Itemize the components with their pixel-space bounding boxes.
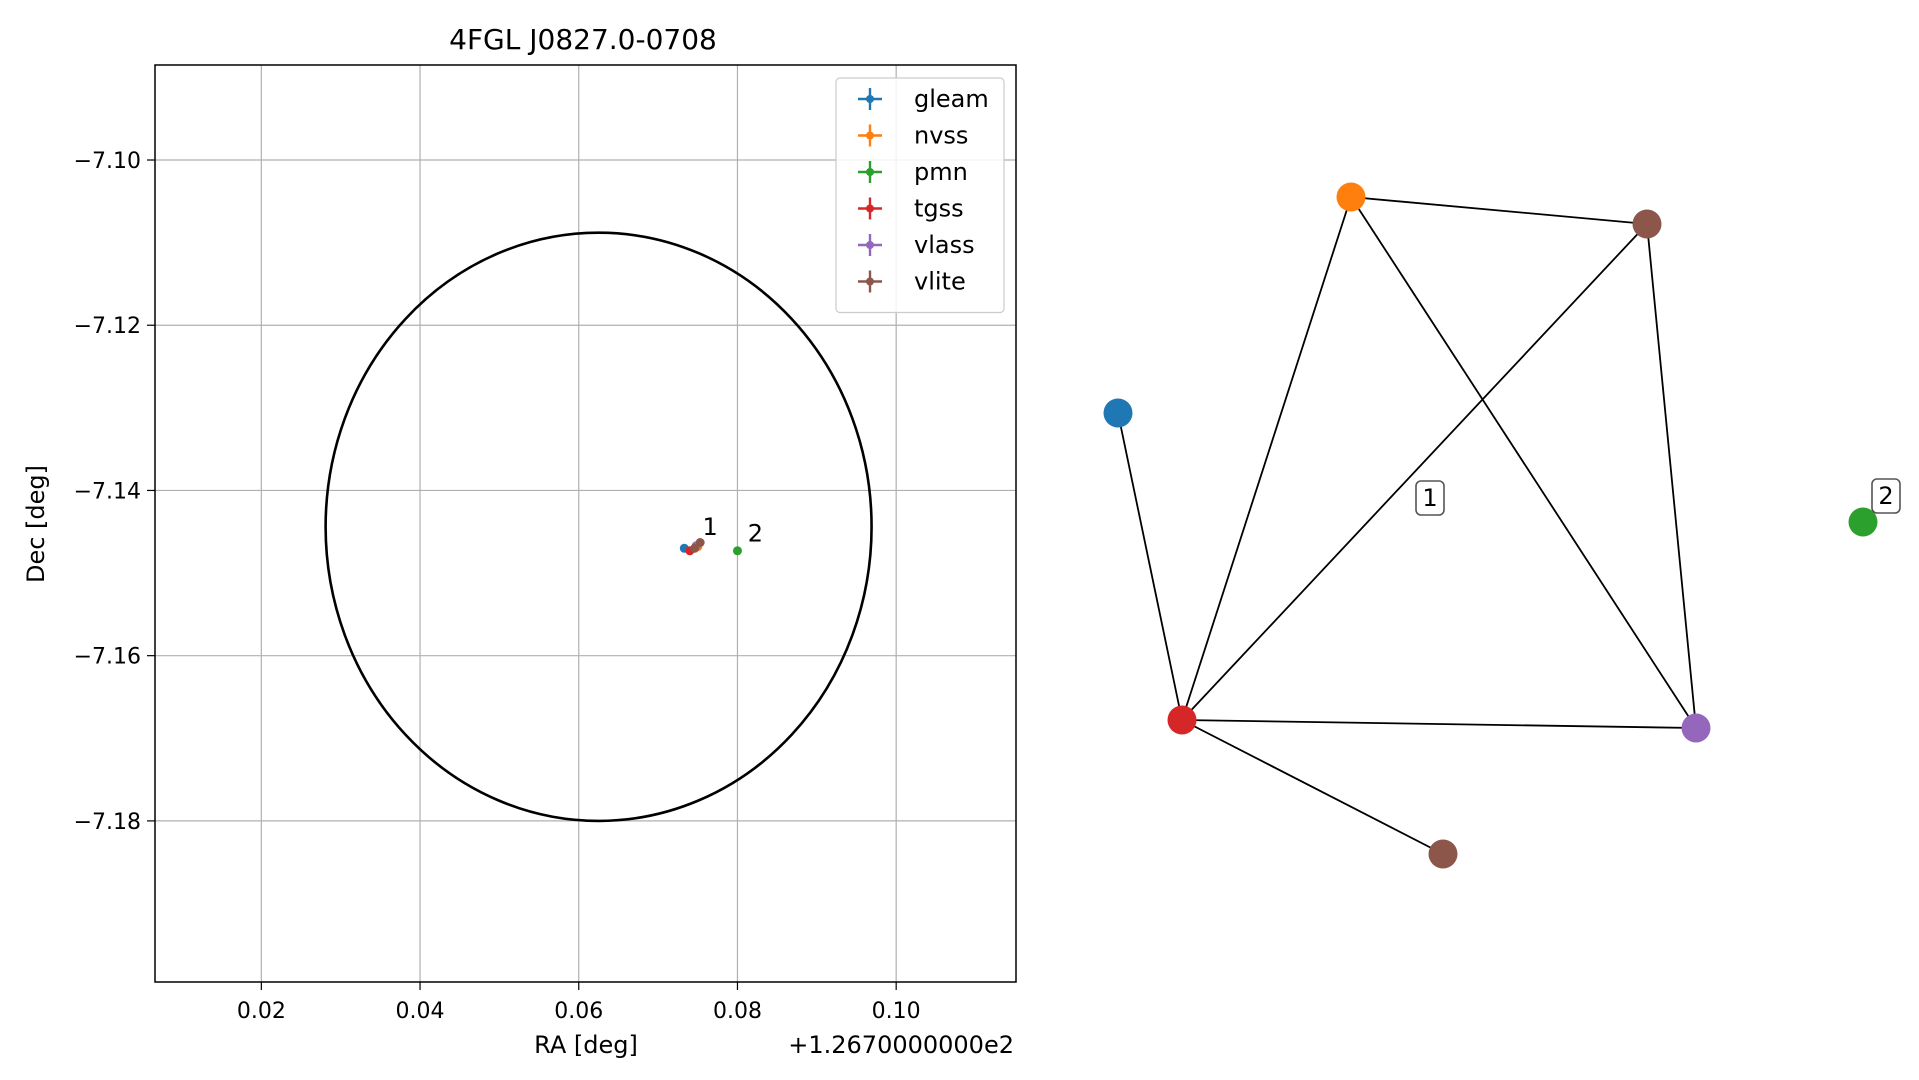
graph-edge [1181, 196, 1352, 721]
source-points [679, 538, 742, 556]
graph-edge [1117, 412, 1183, 721]
graph-nodes [1103, 182, 1878, 869]
x-axis-label: RA [deg] [534, 1031, 638, 1059]
graph-node-vlite_a [1632, 209, 1662, 239]
legend-dot-vlass [866, 241, 874, 249]
x-tick-label: 0.06 [554, 999, 603, 1024]
uncertainty-ellipse [324, 231, 873, 823]
chart-title: 4FGL J0827.0-0708 [449, 23, 717, 56]
x-tick-label: 0.10 [872, 999, 921, 1024]
legend-label-pmn: pmn [914, 158, 968, 186]
graph-node-gleam [1103, 398, 1133, 428]
legend-dot-pmn [866, 168, 874, 176]
legend-label-tgss: tgss [914, 195, 964, 223]
legend-dot-vlite [866, 277, 874, 286]
plot-frame [154, 64, 1017, 983]
sky-position-plot: 4FGL J0827.0-0708 0.02 0.04 0.06 0.08 0.10 −7… [22, 23, 1017, 1059]
graph-node-vlass [1681, 713, 1711, 743]
point-pmn [732, 546, 742, 556]
legend-label-nvss: nvss [914, 122, 968, 150]
annotation-label: 2 [748, 520, 763, 548]
graph-label: 2 [1878, 482, 1893, 510]
point-vlite [690, 543, 700, 553]
legend: gleam nvss pmn tgss vlass vlite [835, 77, 1005, 314]
graph-edges [1117, 196, 1697, 855]
grid-lines [155, 65, 1016, 982]
graph-node-tgss [1167, 705, 1197, 735]
legend-label-vlite: vlite [914, 268, 966, 296]
graph-label-box [1415, 480, 1445, 516]
y-tick-label: −7.18 [74, 810, 141, 835]
graph-node-pmn [1848, 507, 1878, 537]
legend-label-gleam: gleam [914, 85, 989, 113]
y-tick-label: −7.16 [74, 645, 141, 670]
graph-edge [1181, 223, 1648, 721]
annotation-label: 1 [703, 513, 718, 541]
axis-ticks: 0.02 0.04 0.06 0.08 0.10 −7.10 −7.12 −7.14 −7.16… [74, 149, 921, 1024]
point-vlite [695, 538, 705, 548]
ellipse-layer [324, 231, 873, 823]
graph-label: 1 [1422, 484, 1437, 512]
legend-dot-tgss [866, 204, 874, 213]
graph-label-box [1871, 478, 1901, 514]
x-tick-label: 0.02 [237, 999, 286, 1024]
graph-node-nvss [1336, 182, 1366, 212]
graph-node-vlite_b [1428, 839, 1458, 869]
y-tick-label: −7.12 [74, 314, 141, 339]
y-axis-label: Dec [deg] [22, 465, 50, 583]
y-tick-label: −7.14 [74, 479, 141, 504]
graph-edge [1350, 196, 1648, 225]
legend-label-vlass: vlass [914, 231, 975, 259]
graph-edge [1350, 196, 1697, 729]
graph-edge [1181, 719, 1697, 729]
x-tick-label: 0.04 [396, 999, 445, 1024]
x-tick-label: 0.08 [713, 999, 762, 1024]
graph-edge [1181, 719, 1444, 855]
graph-edge [1646, 223, 1697, 729]
y-tick-label: −7.10 [74, 149, 141, 174]
legend-dot-gleam [866, 95, 874, 103]
x-offset-label: +1.2670000000e2 [788, 1031, 1014, 1059]
legend-dot-nvss [866, 131, 874, 140]
